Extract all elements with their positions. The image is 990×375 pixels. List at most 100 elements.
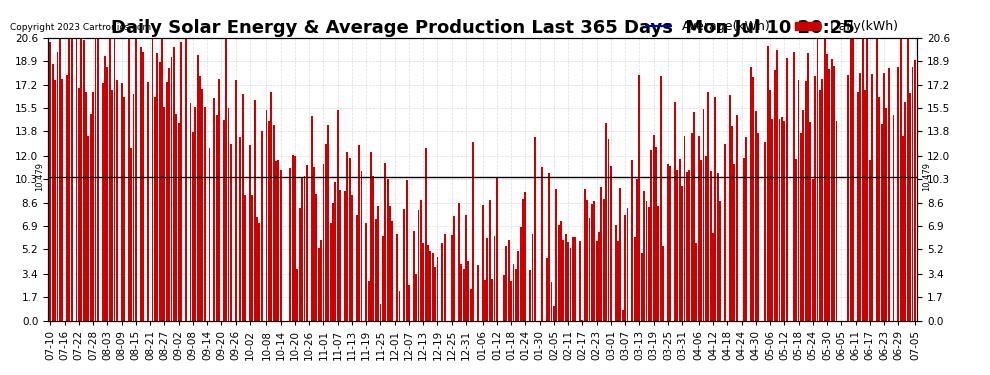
Bar xyxy=(177,123,179,321)
Bar xyxy=(742,158,744,321)
Bar xyxy=(822,78,824,321)
Bar xyxy=(484,280,486,321)
Bar xyxy=(569,248,571,321)
Bar xyxy=(508,240,510,321)
Bar xyxy=(277,160,279,321)
Bar xyxy=(467,261,469,321)
Bar xyxy=(693,112,695,321)
Bar xyxy=(636,179,638,321)
Bar xyxy=(752,77,754,321)
Bar xyxy=(878,97,880,321)
Bar xyxy=(647,207,649,321)
Bar xyxy=(163,106,165,321)
Bar xyxy=(133,94,135,321)
Bar xyxy=(645,201,647,321)
Bar xyxy=(798,80,800,321)
Bar xyxy=(175,114,177,321)
Bar xyxy=(316,194,318,321)
Bar xyxy=(348,158,350,321)
Bar xyxy=(724,144,726,321)
Bar xyxy=(170,57,172,321)
Bar xyxy=(265,110,267,321)
Bar xyxy=(121,83,123,321)
Bar xyxy=(432,253,434,321)
Bar xyxy=(907,39,909,321)
Bar xyxy=(453,216,455,321)
Bar xyxy=(460,264,462,321)
Bar xyxy=(209,148,211,321)
Bar xyxy=(717,173,719,321)
Bar xyxy=(56,52,58,321)
Bar xyxy=(574,237,576,321)
Bar xyxy=(632,160,634,321)
Bar xyxy=(102,83,104,321)
Bar xyxy=(676,170,678,321)
Bar xyxy=(92,92,94,321)
Bar xyxy=(812,179,814,321)
Bar xyxy=(199,76,201,321)
Bar xyxy=(897,67,899,321)
Bar xyxy=(783,121,785,321)
Bar xyxy=(168,68,170,321)
Bar xyxy=(518,251,519,321)
Bar xyxy=(197,55,199,321)
Bar xyxy=(757,133,759,321)
Bar xyxy=(228,108,230,321)
Bar xyxy=(78,88,80,321)
Bar xyxy=(106,67,108,321)
Bar xyxy=(729,94,731,321)
Bar xyxy=(189,103,191,321)
Bar xyxy=(258,223,260,321)
Bar xyxy=(805,81,807,321)
Bar xyxy=(462,268,464,321)
Bar xyxy=(165,82,167,321)
Bar xyxy=(669,166,671,321)
Bar xyxy=(603,199,605,321)
Bar xyxy=(515,268,517,321)
Bar xyxy=(814,76,816,321)
Bar xyxy=(679,159,681,321)
Bar xyxy=(608,139,610,321)
Bar xyxy=(337,110,339,321)
Bar xyxy=(534,136,536,321)
Bar xyxy=(180,42,182,321)
Bar xyxy=(869,160,871,321)
Text: Copyright 2023 Cartronics.com: Copyright 2023 Cartronics.com xyxy=(10,23,151,32)
Bar xyxy=(864,90,866,321)
Bar xyxy=(192,132,194,321)
Bar xyxy=(710,171,712,321)
Bar xyxy=(491,279,493,321)
Bar xyxy=(659,76,661,321)
Bar xyxy=(771,119,773,321)
Bar xyxy=(406,180,408,321)
Bar xyxy=(754,111,756,321)
Bar xyxy=(294,156,296,321)
Bar xyxy=(142,52,144,321)
Bar xyxy=(695,243,697,321)
Bar xyxy=(581,320,583,321)
Bar xyxy=(158,62,160,321)
Bar xyxy=(662,246,664,321)
Bar xyxy=(80,38,82,321)
Bar xyxy=(430,251,432,321)
Bar xyxy=(382,236,384,321)
Bar xyxy=(557,225,559,321)
Bar xyxy=(242,94,244,321)
Bar xyxy=(123,98,125,321)
Bar xyxy=(745,137,747,321)
Bar xyxy=(332,203,334,321)
Bar xyxy=(435,267,436,321)
Bar xyxy=(365,223,367,321)
Bar xyxy=(644,192,645,321)
Bar xyxy=(620,188,622,321)
Bar xyxy=(201,89,203,321)
Bar xyxy=(223,120,225,321)
Bar xyxy=(270,92,272,321)
Bar xyxy=(346,152,348,321)
Bar xyxy=(75,38,77,321)
Bar xyxy=(655,147,657,321)
Bar xyxy=(831,58,833,321)
Bar xyxy=(542,167,543,321)
Bar xyxy=(810,122,812,321)
Bar xyxy=(826,54,828,321)
